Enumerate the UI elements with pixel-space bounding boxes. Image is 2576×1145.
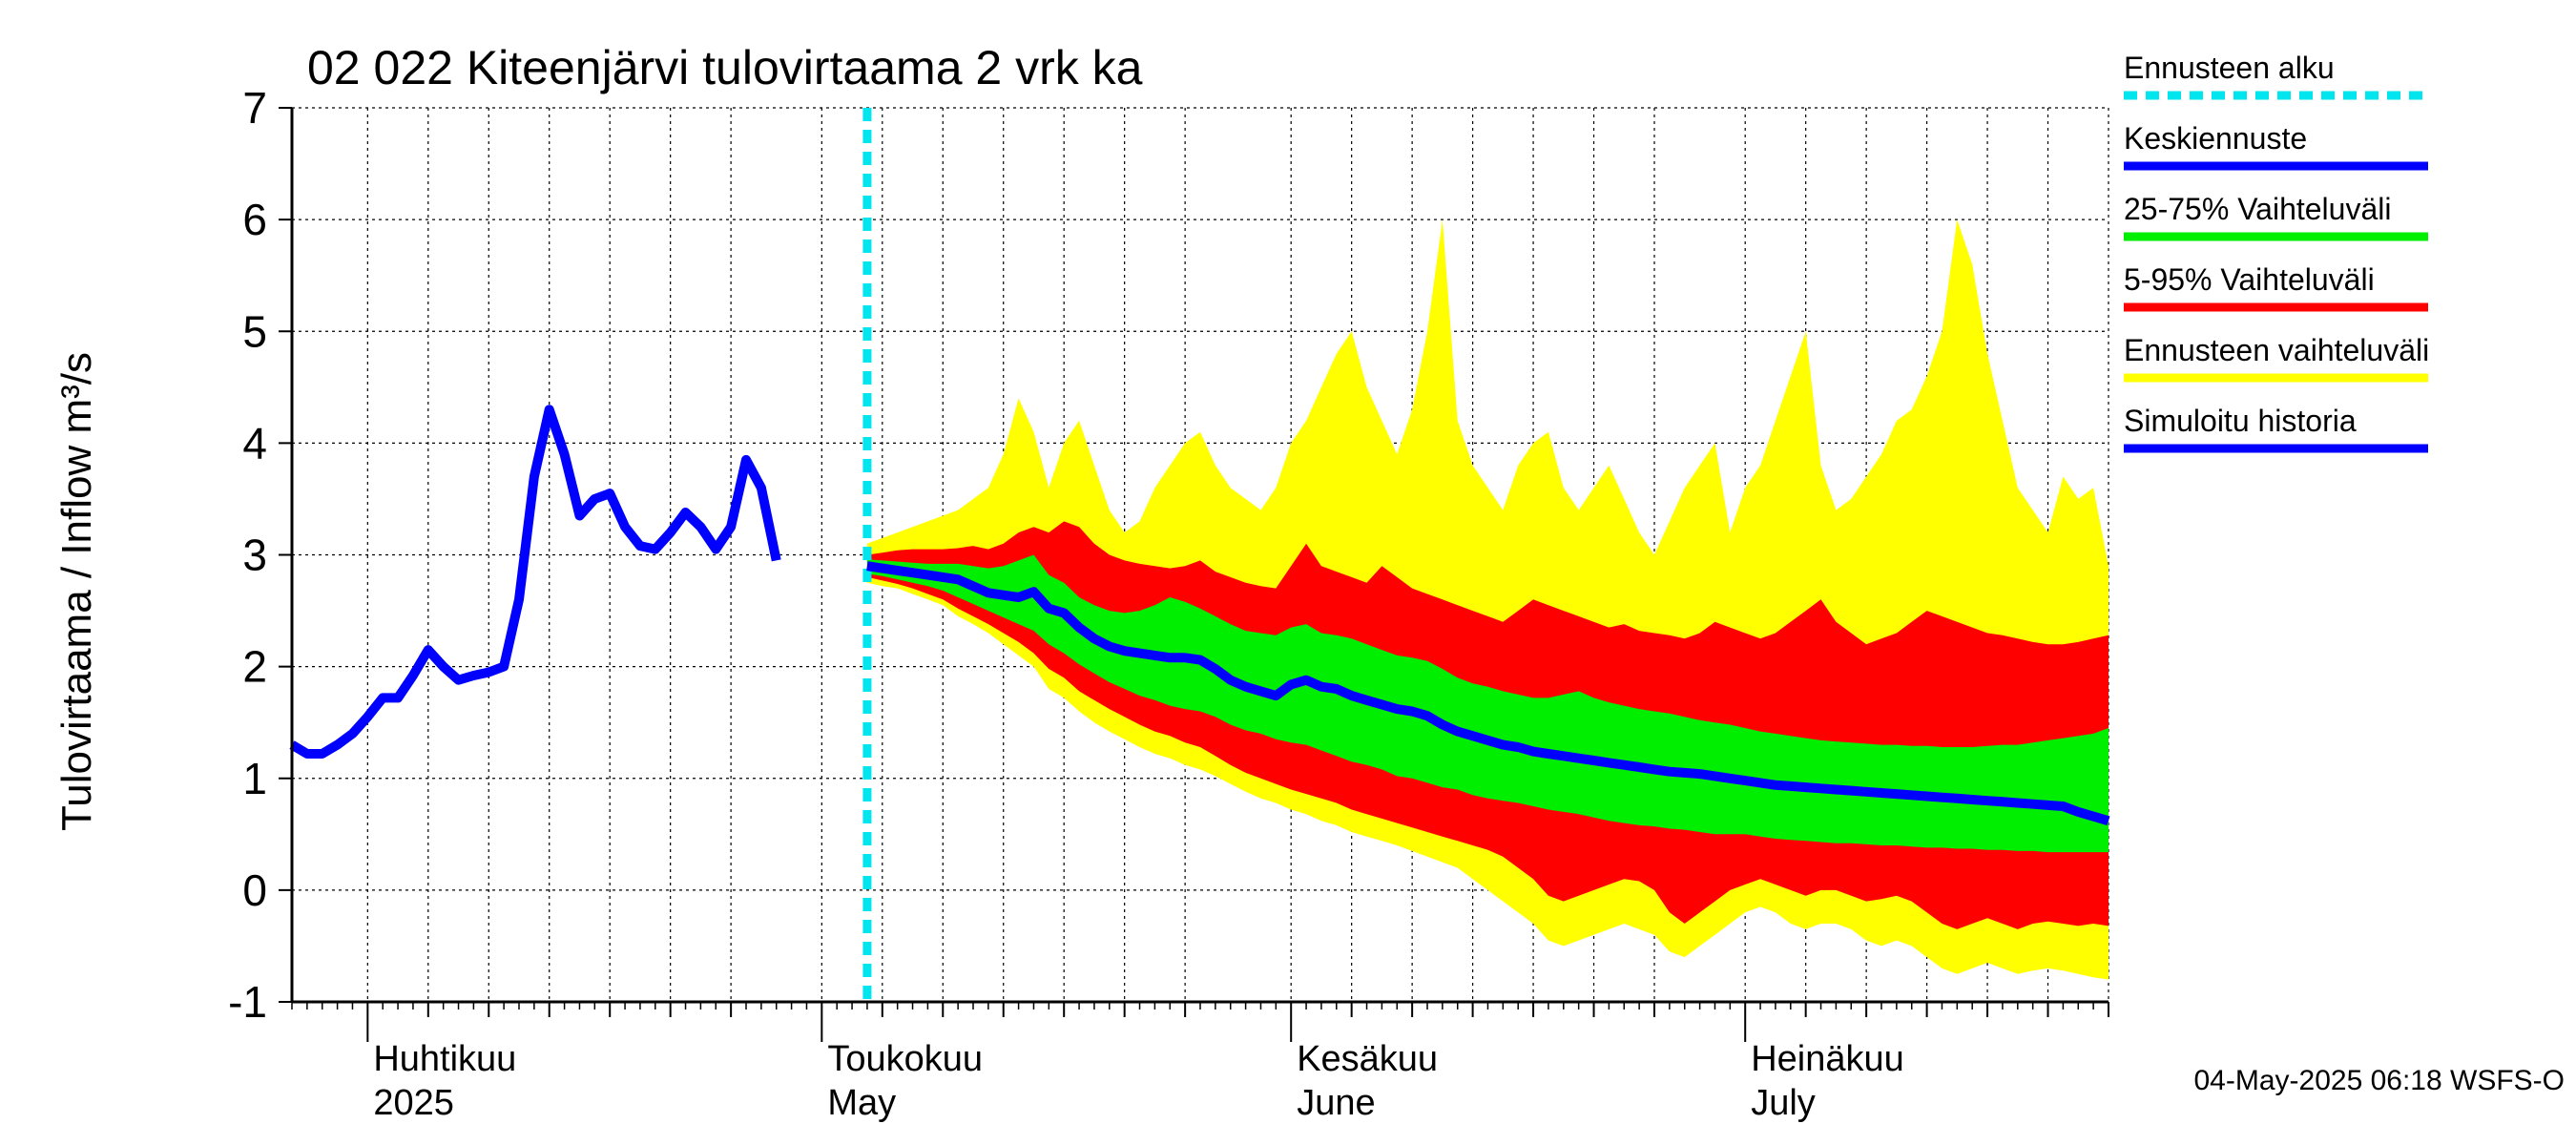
band-25-75 <box>866 554 2109 853</box>
x-tick-label: Heinäkuu <box>1751 1039 1904 1079</box>
x-tick-label: Huhtikuu <box>373 1039 516 1079</box>
y-tick-label: -1 <box>228 977 267 1027</box>
x-tick-label: June <box>1297 1083 1375 1123</box>
axes <box>279 107 2109 1042</box>
chart-title: 02 022 Kiteenjärvi tulovirtaama 2 vrk ka <box>307 41 1143 94</box>
legend-label: Simuloitu historia <box>2124 404 2357 438</box>
y-tick-label: 0 <box>242 865 267 915</box>
y-tick-label: 1 <box>242 754 267 803</box>
x-tick-label: Kesäkuu <box>1297 1039 1438 1079</box>
legend-label: Keskiennuste <box>2124 121 2307 156</box>
x-tick-label: Toukokuu <box>827 1039 983 1079</box>
legend: Ennusteen alku Keskiennuste 25-75% Vaihtel… <box>2124 51 2429 453</box>
series-lines <box>289 108 2110 1002</box>
y-tick-label: 4 <box>242 418 267 468</box>
y-tick-label: 2 <box>242 642 267 692</box>
legend-label: Ennusteen vaihteluväli <box>2124 333 2429 367</box>
legend-label: 5-95% Vaihteluväli <box>2124 262 2375 297</box>
y-tick-label: 6 <box>242 195 267 244</box>
x-tick-label: 2025 <box>373 1083 454 1123</box>
legend-label: 25-75% Vaihteluväli <box>2124 192 2391 226</box>
y-tick-label: 5 <box>242 306 267 356</box>
y-axis-label: Tulovirtaama / Inflow m³/s <box>53 352 100 831</box>
legend-label: Ennusteen alku <box>2124 51 2335 85</box>
x-tick-label: May <box>827 1083 896 1123</box>
history-line <box>289 405 781 759</box>
x-tick-label: July <box>1751 1083 1816 1123</box>
mean-forecast-line <box>866 561 2110 826</box>
y-tick-label: 7 <box>242 83 267 133</box>
y-tick-label: 3 <box>242 531 267 580</box>
y-tick-labels: -1 0 1 2 3 4 5 6 7 <box>228 83 267 1027</box>
footer-timestamp: 04-May-2025 06:18 WSFS-O <box>2194 1065 2566 1096</box>
